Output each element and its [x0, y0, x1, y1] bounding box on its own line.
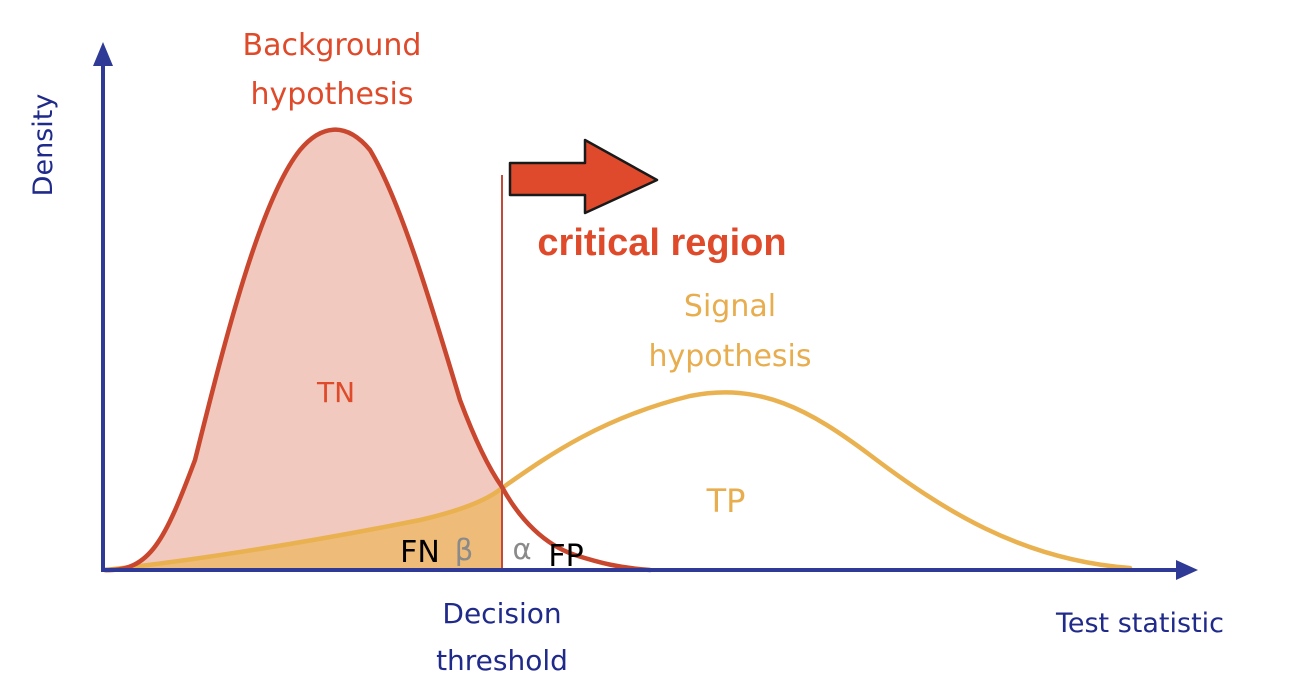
background-fill-region: [105, 129, 502, 571]
background-title-line2: hypothesis: [251, 77, 414, 112]
tn-label: TN: [316, 376, 355, 409]
signal-fill-region-fn: [105, 488, 502, 570]
signal-curve: [102, 390, 1133, 573]
threshold-label-line1: Decision: [442, 597, 561, 630]
signal-title-line2: hypothesis: [649, 339, 812, 374]
alpha-symbol: α: [512, 532, 531, 566]
x-axis-label: Test statistic: [1055, 608, 1224, 639]
x-axis-arrowhead: [1176, 560, 1198, 580]
threshold-label-line2: threshold: [436, 644, 568, 677]
fn-label: FN: [400, 535, 440, 570]
y-axis-arrowhead: [93, 42, 113, 66]
fp-label: FP: [548, 539, 583, 574]
y-axis-label: Density: [28, 94, 59, 197]
signal-title-line1: Signal: [684, 289, 776, 324]
tp-label: TP: [706, 482, 746, 520]
critical-region-label: critical region: [537, 222, 786, 264]
critical-region-arrow-icon: [508, 138, 659, 215]
background-curve: [102, 127, 653, 573]
beta-symbol: β: [455, 533, 474, 567]
background-title-line1: Background: [243, 28, 422, 63]
